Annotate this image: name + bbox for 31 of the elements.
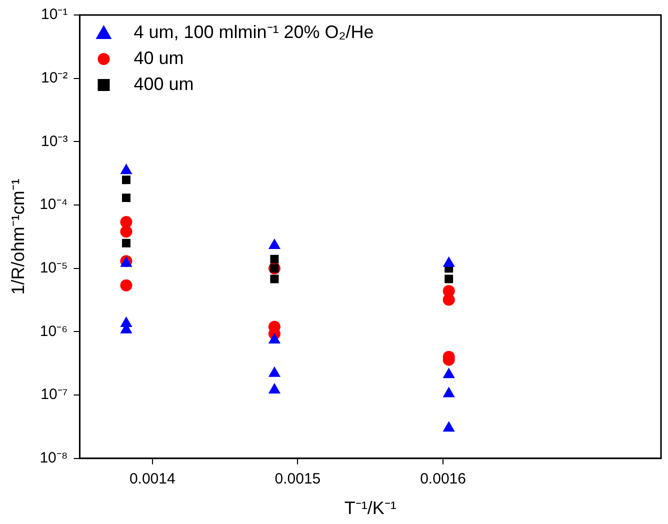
- y-tick-label: 10⁻¹: [41, 6, 68, 24]
- point: [442, 294, 455, 306]
- point: [270, 274, 279, 284]
- y-tick-label: 10⁻⁶: [40, 322, 68, 340]
- y-tick-label: 10⁻⁵: [40, 260, 68, 277]
- point: [268, 333, 281, 344]
- y-tick-label: 10⁻³: [41, 132, 68, 150]
- y-axis-title: 1/R/ohm⁻¹cm⁻¹: [8, 178, 28, 295]
- y-tick-label: 10⁻²: [41, 69, 68, 86]
- x-tick-label: 0.0014: [129, 470, 176, 488]
- point: [122, 194, 130, 202]
- point: [122, 238, 130, 248]
- legend-label: 400 um: [134, 74, 194, 94]
- point: [122, 176, 130, 184]
- point: [268, 366, 281, 377]
- point: [442, 421, 455, 432]
- legend-label: 40 um: [134, 48, 184, 68]
- legend-label: 4 um, 100 mlmin⁻¹ 20% O₂/He: [134, 22, 374, 42]
- point: [442, 386, 455, 398]
- point: [120, 226, 132, 238]
- y-tick-label: 10⁻⁴: [40, 196, 68, 214]
- y-tick-label: 10⁻⁸: [40, 450, 68, 467]
- point: [120, 279, 132, 292]
- x-tick-label: 0.0016: [420, 470, 466, 488]
- point: [442, 368, 455, 378]
- point: [270, 254, 279, 264]
- x-axis-title: T⁻¹/K⁻¹: [344, 498, 396, 518]
- y-tick-label: 10⁻⁷: [40, 386, 68, 404]
- point: [444, 274, 454, 284]
- point: [268, 383, 281, 394]
- x-tick-label: 0.0015: [274, 470, 321, 488]
